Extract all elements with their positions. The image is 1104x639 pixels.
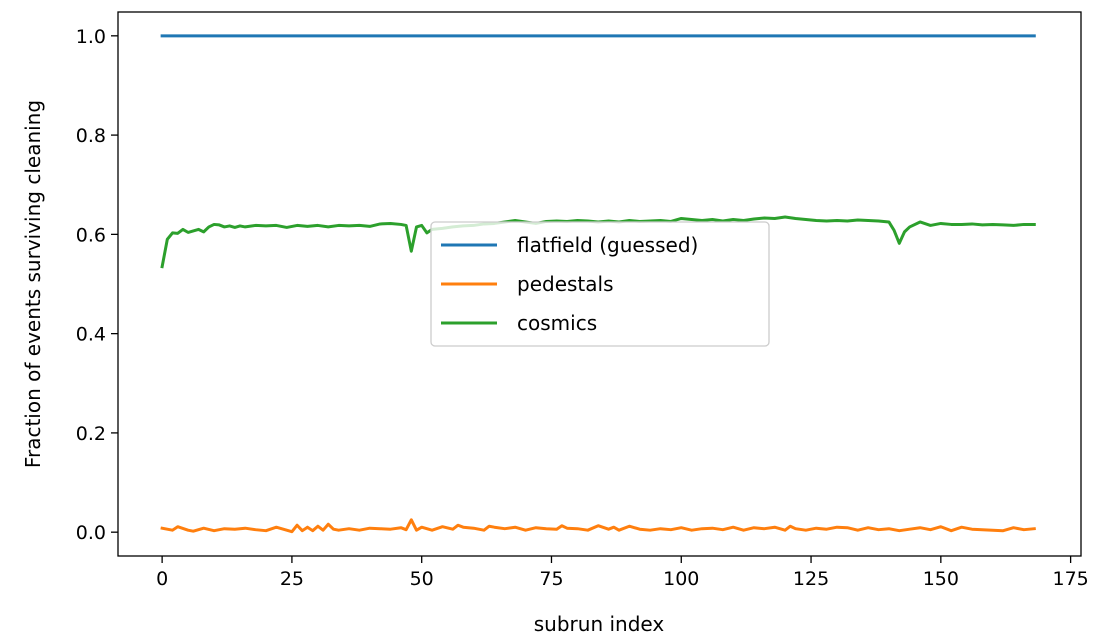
y-tick-label: 0.6 [76,224,106,246]
x-tick-label: 150 [923,568,959,590]
x-axis-label: subrun index [534,612,665,636]
y-tick-label: 0.0 [76,522,106,544]
legend-label-2: pedestals [517,272,614,296]
x-tick-label: 75 [539,568,563,590]
y-tick-label: 0.4 [76,324,106,346]
y-tick-label: 1.0 [76,26,106,48]
x-tick-label: 25 [280,568,304,590]
y-tick-label: 0.2 [76,423,106,445]
x-tick-label: 50 [410,568,434,590]
x-tick-label: 175 [1052,568,1088,590]
x-tick-label: 100 [663,568,699,590]
y-tick-label: 0.8 [76,125,106,147]
x-tick-label: 0 [156,568,168,590]
y-axis-label: Fraction of events surviving cleaning [21,100,45,468]
legend: flatfield (guessed) pedestals cosmics [431,222,769,346]
x-tick-label: 125 [793,568,829,590]
legend-label-3: cosmics [517,311,597,335]
legend-label-1: flatfield (guessed) [517,233,698,257]
